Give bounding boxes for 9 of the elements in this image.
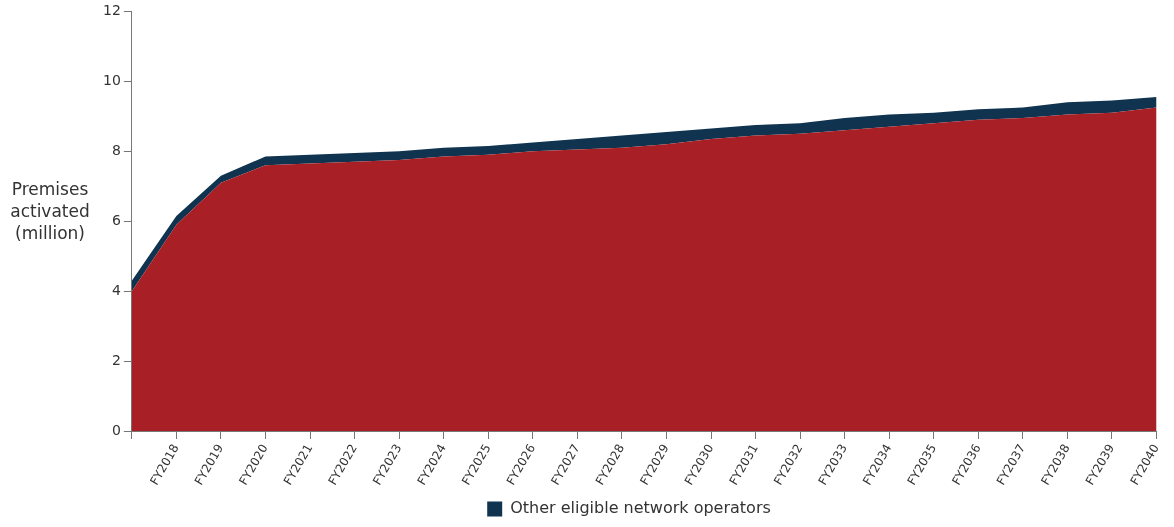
y-tick-label: 6 bbox=[111, 211, 121, 228]
y-tick-label: 8 bbox=[111, 141, 121, 158]
y-axis-title: Premises activated (million) bbox=[9, 178, 91, 245]
y-tick-label: 2 bbox=[111, 351, 121, 368]
y-tick-label: 0 bbox=[111, 421, 121, 438]
y-tick-label: 4 bbox=[111, 281, 121, 298]
legend-label: Other eligible network operators bbox=[510, 498, 771, 518]
y-tick-label: 10 bbox=[102, 71, 121, 88]
y-tick-label: 12 bbox=[102, 2, 121, 19]
